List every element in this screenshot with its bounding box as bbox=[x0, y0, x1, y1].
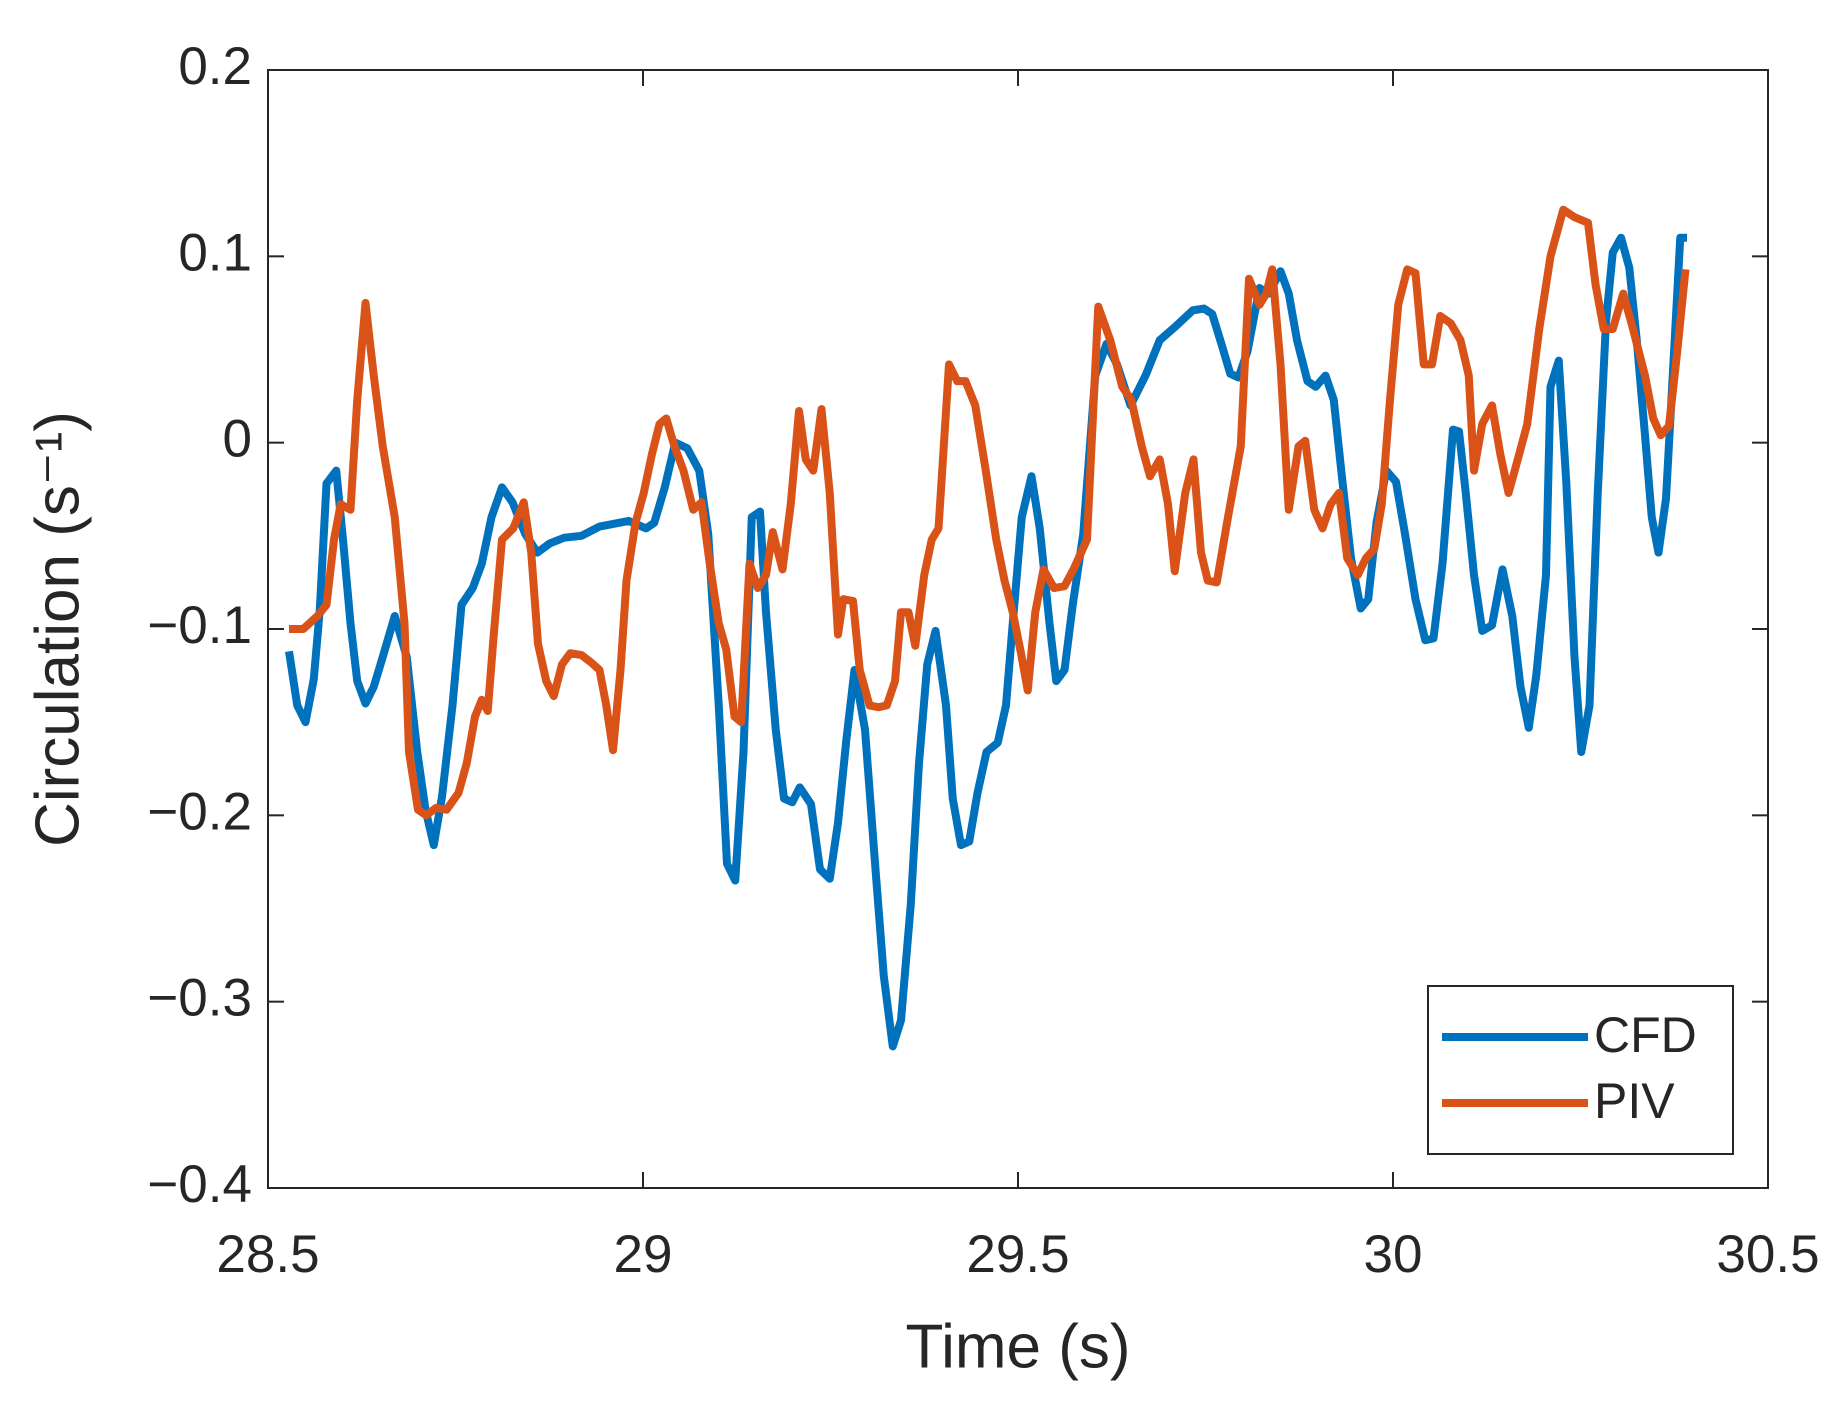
y-axis-label: Circulation (s⁻¹) bbox=[23, 411, 92, 847]
legend-box bbox=[1427, 985, 1734, 1155]
x-tick-label: 29.5 bbox=[966, 1225, 1069, 1284]
x-tick-label: 28.5 bbox=[216, 1225, 319, 1284]
legend: CFD PIV bbox=[1427, 985, 1734, 1155]
y-tick-label: −0.1 bbox=[147, 596, 252, 655]
series-line bbox=[289, 205, 1690, 820]
y-tick-label: 0 bbox=[223, 410, 252, 469]
y-tick-label: −0.4 bbox=[147, 1155, 252, 1214]
legend-label: PIV bbox=[1594, 1073, 1675, 1129]
y-tick-label: −0.2 bbox=[147, 782, 252, 841]
x-axis-label: Time (s) bbox=[906, 1312, 1131, 1381]
axes-box bbox=[267, 69, 1769, 1189]
x-tick-label: 29 bbox=[614, 1225, 673, 1284]
legend-label: CFD bbox=[1594, 1007, 1697, 1063]
x-tick-label: 30 bbox=[1364, 1225, 1423, 1284]
y-tick-label: 0.2 bbox=[178, 37, 252, 96]
x-tick-label: 30.5 bbox=[1716, 1225, 1819, 1284]
y-tick-label: −0.3 bbox=[147, 969, 252, 1028]
y-tick-label: 0.1 bbox=[178, 223, 252, 282]
